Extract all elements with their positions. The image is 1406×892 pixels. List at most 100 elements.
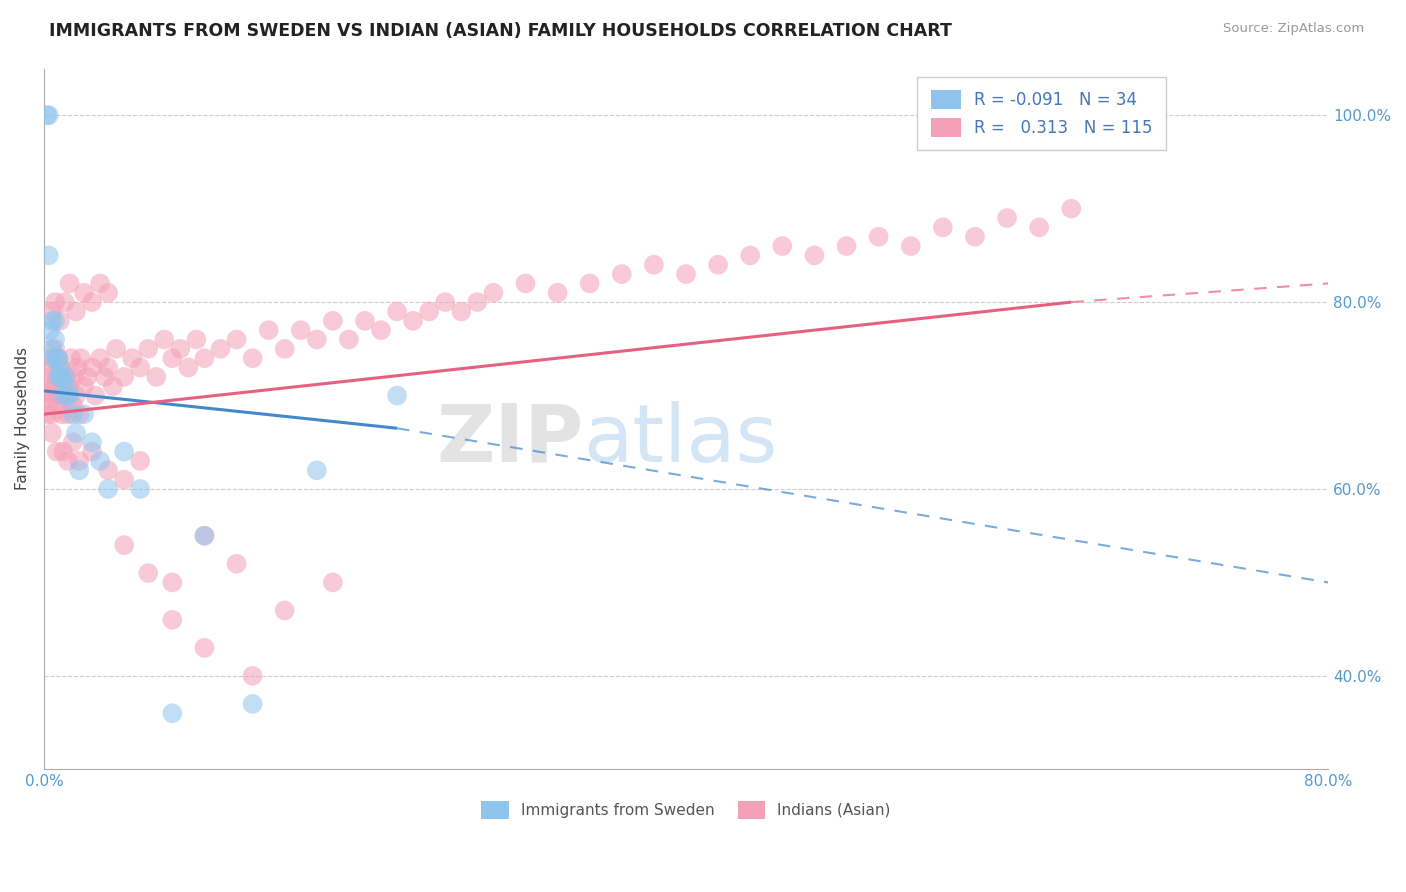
Point xyxy=(39,323,62,337)
Point xyxy=(97,285,120,300)
Point xyxy=(80,444,103,458)
Point xyxy=(45,351,67,366)
Point xyxy=(89,351,111,366)
Point xyxy=(63,369,86,384)
Point xyxy=(44,342,66,356)
Point xyxy=(62,398,84,412)
Point xyxy=(169,342,191,356)
Point xyxy=(62,407,84,421)
Point xyxy=(38,108,60,122)
Point xyxy=(995,211,1018,225)
Point xyxy=(242,351,264,366)
Point xyxy=(209,342,232,356)
Point xyxy=(38,248,60,262)
Point xyxy=(44,333,66,347)
Point xyxy=(868,229,890,244)
Point xyxy=(242,697,264,711)
Point xyxy=(193,529,215,543)
Point xyxy=(56,388,79,402)
Legend: Immigrants from Sweden, Indians (Asian): Immigrants from Sweden, Indians (Asian) xyxy=(475,795,897,825)
Point xyxy=(73,379,96,393)
Point xyxy=(112,538,135,552)
Point xyxy=(465,295,488,310)
Point xyxy=(80,295,103,310)
Point xyxy=(257,323,280,337)
Point xyxy=(65,425,87,440)
Point xyxy=(162,575,184,590)
Point xyxy=(193,529,215,543)
Point xyxy=(41,304,63,318)
Point xyxy=(60,351,83,366)
Point xyxy=(39,379,62,393)
Point xyxy=(35,407,58,421)
Point xyxy=(49,360,72,375)
Point xyxy=(38,398,60,412)
Point xyxy=(305,463,328,477)
Point xyxy=(38,360,60,375)
Point xyxy=(112,444,135,458)
Point xyxy=(53,295,76,310)
Point xyxy=(42,388,65,402)
Point xyxy=(69,351,91,366)
Point xyxy=(44,295,66,310)
Point xyxy=(354,314,377,328)
Point xyxy=(418,304,440,318)
Point xyxy=(73,407,96,421)
Point xyxy=(52,388,75,402)
Text: Source: ZipAtlas.com: Source: ZipAtlas.com xyxy=(1223,22,1364,36)
Point xyxy=(89,454,111,468)
Point xyxy=(45,444,67,458)
Point xyxy=(136,566,159,580)
Point xyxy=(643,258,665,272)
Point xyxy=(177,360,200,375)
Point xyxy=(153,333,176,347)
Point xyxy=(46,398,69,412)
Point xyxy=(385,304,408,318)
Point xyxy=(65,388,87,402)
Point xyxy=(76,369,98,384)
Point xyxy=(67,407,90,421)
Point xyxy=(932,220,955,235)
Point xyxy=(89,277,111,291)
Point xyxy=(45,369,67,384)
Point xyxy=(94,369,117,384)
Point xyxy=(145,369,167,384)
Point xyxy=(55,369,77,384)
Point xyxy=(450,304,472,318)
Point xyxy=(41,407,63,421)
Point xyxy=(225,333,247,347)
Point xyxy=(482,285,505,300)
Point xyxy=(136,342,159,356)
Point xyxy=(515,277,537,291)
Point xyxy=(740,248,762,262)
Point xyxy=(58,277,80,291)
Point xyxy=(41,351,63,366)
Point xyxy=(193,640,215,655)
Point xyxy=(41,342,63,356)
Point xyxy=(58,379,80,393)
Point xyxy=(51,369,73,384)
Point xyxy=(44,379,66,393)
Point xyxy=(62,435,84,450)
Point xyxy=(51,407,73,421)
Point xyxy=(322,314,344,328)
Point xyxy=(129,360,152,375)
Point xyxy=(121,351,143,366)
Text: atlas: atlas xyxy=(583,401,778,479)
Point xyxy=(610,267,633,281)
Point xyxy=(707,258,730,272)
Point xyxy=(770,239,793,253)
Point xyxy=(835,239,858,253)
Point xyxy=(35,369,58,384)
Point xyxy=(80,435,103,450)
Point xyxy=(242,669,264,683)
Point xyxy=(193,351,215,366)
Text: IMMIGRANTS FROM SWEDEN VS INDIAN (ASIAN) FAMILY HOUSEHOLDS CORRELATION CHART: IMMIGRANTS FROM SWEDEN VS INDIAN (ASIAN)… xyxy=(49,22,952,40)
Point xyxy=(46,351,69,366)
Point xyxy=(186,333,208,347)
Point xyxy=(963,229,986,244)
Point xyxy=(55,379,77,393)
Point xyxy=(67,463,90,477)
Point xyxy=(162,706,184,721)
Point xyxy=(305,333,328,347)
